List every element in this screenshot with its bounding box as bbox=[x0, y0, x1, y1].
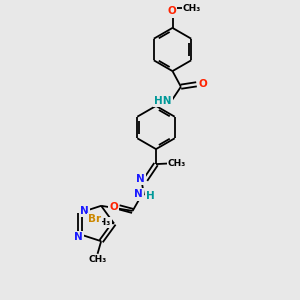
Text: CH₃: CH₃ bbox=[88, 255, 106, 264]
Text: CH₃: CH₃ bbox=[168, 159, 186, 168]
Text: H: H bbox=[146, 191, 155, 201]
Text: CH₃: CH₃ bbox=[183, 4, 201, 13]
Text: CH₃: CH₃ bbox=[93, 218, 111, 227]
Text: O: O bbox=[198, 79, 207, 89]
Text: N: N bbox=[74, 232, 83, 242]
Text: N: N bbox=[80, 206, 89, 216]
Text: O: O bbox=[109, 202, 118, 212]
Text: N: N bbox=[136, 174, 145, 184]
Text: HN: HN bbox=[154, 96, 172, 106]
Text: N: N bbox=[134, 189, 143, 200]
Text: Br: Br bbox=[88, 214, 101, 224]
Text: O: O bbox=[167, 6, 176, 16]
